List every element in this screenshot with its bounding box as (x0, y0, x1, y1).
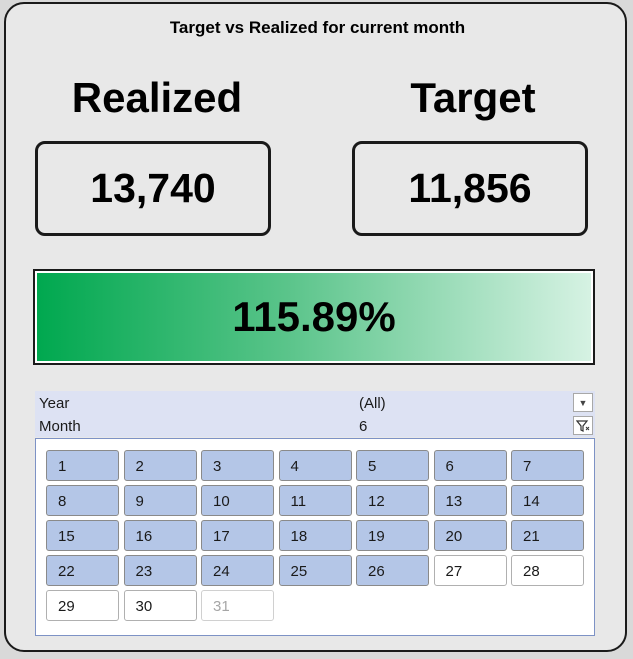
day-slicer-item[interactable]: 8 (46, 485, 119, 516)
day-slicer-item[interactable]: 26 (356, 555, 429, 586)
filter-label-year: Year (39, 395, 70, 412)
filter-value-year: (All) (359, 395, 386, 412)
month-filter-button[interactable] (573, 416, 593, 435)
day-slicer-item[interactable]: 12 (356, 485, 429, 516)
day-slicer-item[interactable]: 6 (433, 450, 507, 481)
day-slicer-item[interactable]: 30 (123, 590, 197, 621)
day-slicer-item[interactable]: 28 (511, 555, 584, 586)
day-slicer-item[interactable]: 22 (46, 555, 119, 586)
day-slicer-item[interactable]: 2 (123, 450, 197, 481)
target-label: Target (410, 74, 536, 121)
day-slicer-item[interactable]: 29 (46, 590, 119, 621)
day-slicer-item[interactable]: 25 (278, 555, 352, 586)
day-slicer-item[interactable]: 27 (433, 555, 507, 586)
filter-row-year: Year (All) ▼ (35, 391, 595, 414)
day-slicer-item[interactable]: 19 (356, 520, 429, 551)
target-value-box: 11,856 (352, 141, 588, 236)
filter-active-icon (576, 419, 590, 432)
year-filter-dropdown-button[interactable]: ▼ (573, 393, 593, 412)
day-slicer-item[interactable]: 16 (123, 520, 197, 551)
achievement-percent: 115.89% (232, 293, 396, 340)
day-slicer-item[interactable]: 1 (46, 450, 119, 481)
day-slicer-item[interactable]: 17 (201, 520, 274, 551)
target-value: 11,856 (408, 165, 532, 211)
day-slicer-grid: 1 2 3 4 5 6 7 8 9 10 11 12 13 14 15 16 17 18 19 20 21 22 23 24 2… (46, 450, 584, 621)
progress-fill (37, 273, 591, 361)
pivot-filters: Year (All) ▼ Month 6 (35, 391, 595, 437)
filter-value-month: 6 (359, 418, 368, 435)
day-slicer-item[interactable]: 3 (201, 450, 274, 481)
day-slicer-item[interactable]: 15 (46, 520, 119, 551)
day-slicer-item[interactable]: 5 (356, 450, 429, 481)
dashboard-panel: Target vs Realized for current month Rea… (4, 2, 627, 652)
filter-row-month: Month 6 (35, 414, 595, 437)
realized-label: Realized (71, 74, 243, 121)
day-slicer-item[interactable]: 18 (278, 520, 352, 551)
filter-label-month: Month (39, 418, 81, 435)
day-slicer: 1 2 3 4 5 6 7 8 9 10 11 12 13 14 15 16 17 18 19 20 21 22 23 24 2… (35, 438, 595, 636)
day-slicer-item[interactable]: 24 (201, 555, 274, 586)
day-slicer-item[interactable]: 20 (433, 520, 507, 551)
day-slicer-item[interactable]: 21 (511, 520, 584, 551)
realized-value: 13,740 (90, 165, 216, 211)
day-slicer-item[interactable]: 9 (123, 485, 197, 516)
achievement-progress-bar: 115.89% (33, 269, 595, 365)
day-slicer-item[interactable]: 23 (123, 555, 197, 586)
dropdown-arrow-icon: ▼ (578, 397, 588, 408)
day-slicer-item[interactable]: 10 (201, 485, 274, 516)
realized-value-box: 13,740 (35, 141, 271, 236)
day-slicer-item[interactable]: 4 (278, 450, 352, 481)
day-slicer-item[interactable]: 13 (433, 485, 507, 516)
dashboard-title: Target vs Realized for current month (169, 18, 466, 37)
day-slicer-item[interactable]: 14 (511, 485, 584, 516)
day-slicer-item[interactable]: 11 (278, 485, 352, 516)
day-slicer-item[interactable]: 31 (201, 590, 274, 621)
day-slicer-item[interactable]: 7 (511, 450, 584, 481)
